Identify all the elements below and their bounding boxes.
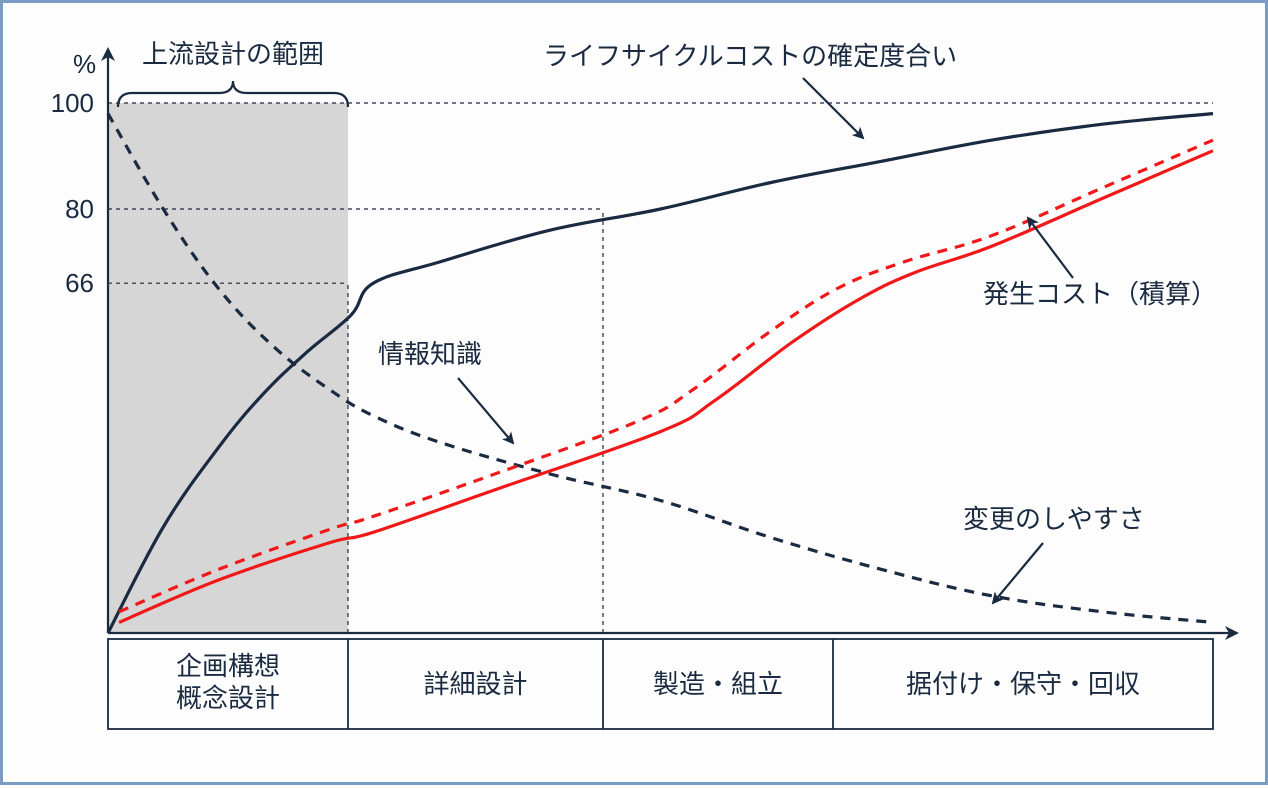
annotation-lifecycle_cost_certainty: ライフサイクルコストの確定度合い: [543, 41, 957, 71]
y-tick-100: 100: [51, 88, 94, 118]
y-tick-80: 80: [65, 194, 94, 224]
phase-label-2: 製造・組立: [653, 669, 783, 699]
chart-frame: { "chart": { "type": "line", "background…: [0, 0, 1268, 785]
annotation-incurred_cost: 発生コスト（積算）: [983, 279, 1217, 309]
annotation-arrow-lifecycle_cost_certainty: [803, 78, 863, 138]
upstream-design-shaded-region: [108, 103, 348, 633]
y-axis-unit: %: [73, 49, 96, 79]
annotation-arrow-ease_of_change: [993, 543, 1043, 603]
phase-label-1: 詳細設計: [423, 669, 527, 699]
annotation-information_knowledge: 情報知識: [378, 339, 482, 369]
phase-label-0: 企画構想概念設計: [176, 651, 280, 713]
annotation-arrow-incurred_cost: [1028, 218, 1073, 278]
y-tick-66: 66: [65, 268, 94, 298]
annotation-arrow-information_knowledge: [458, 378, 513, 443]
annotation-ease_of_change: 変更のしやすさ: [963, 504, 1145, 534]
brace-label: 上流設計の範囲: [142, 39, 324, 69]
lifecycle-cost-chart: % 100 80 66 企画構想概念設計 詳細設計 製造・組立 据付け・保守・回収 上流設計…: [3, 3, 1268, 788]
phase-label-3: 据付け・保守・回収: [906, 669, 1140, 699]
